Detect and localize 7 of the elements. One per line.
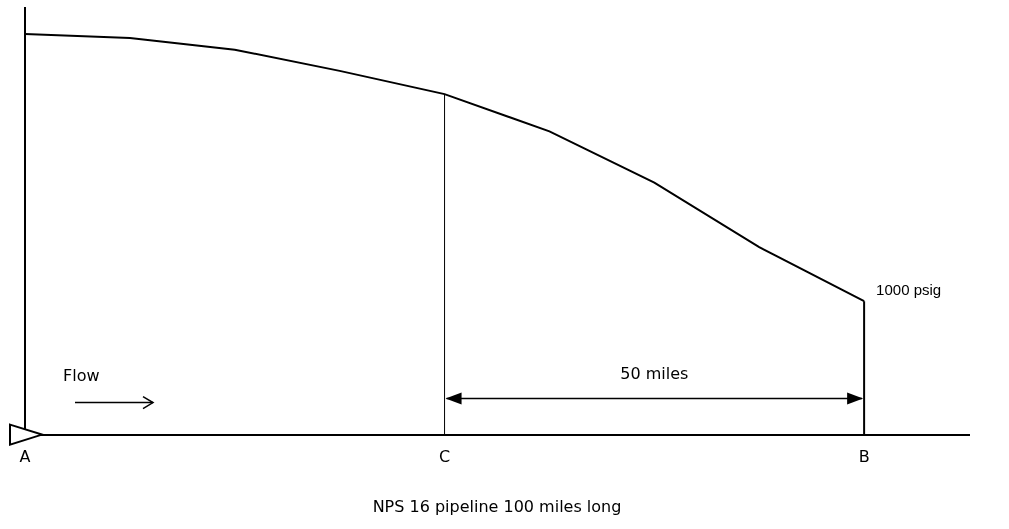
x-tick-label: B — [858, 447, 870, 467]
x-tick-label: C — [438, 447, 451, 467]
x-axis-title: NPS 16 pipeline 100 miles long — [372, 496, 622, 516]
annotation: 1000 psig — [876, 281, 942, 299]
x-tick-label: A — [19, 447, 31, 467]
annotation: 50 miles — [620, 363, 689, 383]
annotation: Flow — [63, 365, 100, 385]
